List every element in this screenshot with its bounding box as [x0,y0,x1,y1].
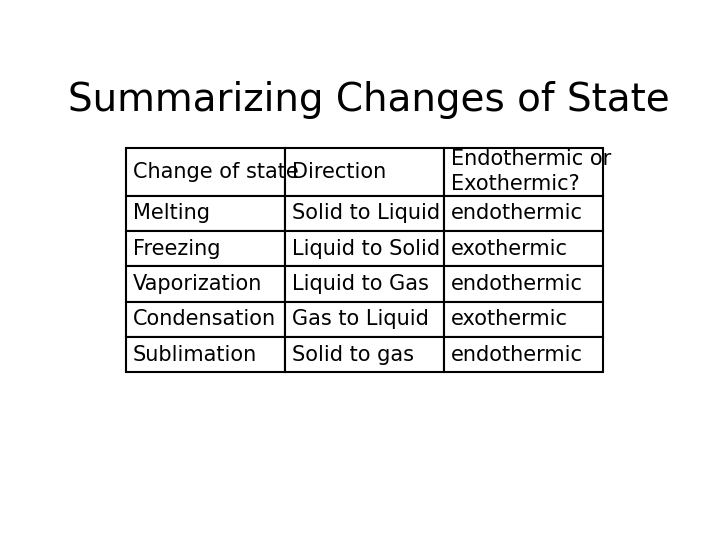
Text: Sublimation: Sublimation [133,345,257,365]
Bar [444,196,603,231]
Text: Vaporization: Vaporization [133,274,262,294]
Text: Melting: Melting [133,204,210,224]
Text: Endothermic or
Exothermic?: Endothermic or Exothermic? [451,150,611,194]
Bar [444,231,603,266]
Bar [444,148,603,196]
Bar [285,231,444,266]
Text: endothermic: endothermic [451,345,583,365]
Bar [126,266,285,302]
Bar [126,196,285,231]
Bar [285,266,444,302]
Text: endothermic: endothermic [451,204,583,224]
Text: Condensation: Condensation [133,309,276,329]
Bar [444,302,603,337]
Text: Solid to Liquid: Solid to Liquid [292,204,440,224]
Text: Freezing: Freezing [133,239,220,259]
Text: exothermic: exothermic [451,309,568,329]
Text: Change of state: Change of state [133,162,299,182]
Bar [126,337,285,373]
Bar [444,266,603,302]
Text: Liquid to Gas: Liquid to Gas [292,274,429,294]
Text: endothermic: endothermic [451,274,583,294]
Bar [285,337,444,373]
Bar [126,148,285,196]
Bar [285,196,444,231]
Text: Summarizing Changes of State: Summarizing Changes of State [68,81,670,119]
Text: Gas to Liquid: Gas to Liquid [292,309,429,329]
Bar [126,231,285,266]
Text: Liquid to Solid: Liquid to Solid [292,239,440,259]
Text: Direction: Direction [292,162,386,182]
Bar [126,302,285,337]
Bar [444,337,603,373]
Text: exothermic: exothermic [451,239,568,259]
Bar [285,148,444,196]
Bar [285,302,444,337]
Text: Solid to gas: Solid to gas [292,345,414,365]
